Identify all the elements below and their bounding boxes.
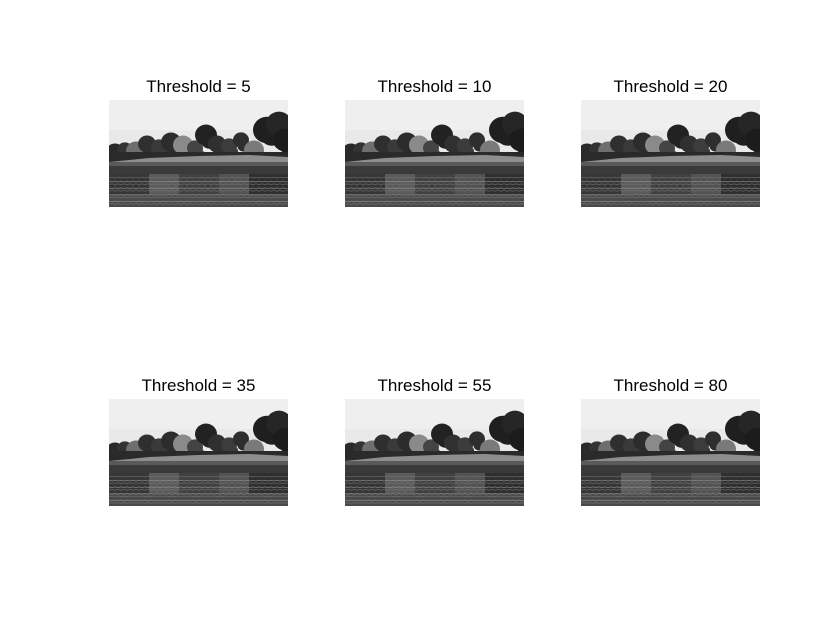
- lake-landscape-image: [581, 399, 760, 506]
- panel-title: Threshold = 35: [141, 376, 256, 395]
- lake-landscape-image: [345, 399, 524, 506]
- lake-landscape-image: [109, 100, 288, 207]
- panel-title: Threshold = 55: [377, 376, 492, 395]
- lake-landscape-image: [345, 100, 524, 207]
- panel-title: Threshold = 10: [377, 77, 492, 96]
- lake-landscape-image: [581, 100, 760, 207]
- panel-title: Threshold = 80: [613, 376, 728, 395]
- lake-landscape-image: [109, 399, 288, 506]
- panel-title: Threshold = 5: [146, 77, 251, 96]
- panel-title: Threshold = 20: [613, 77, 728, 96]
